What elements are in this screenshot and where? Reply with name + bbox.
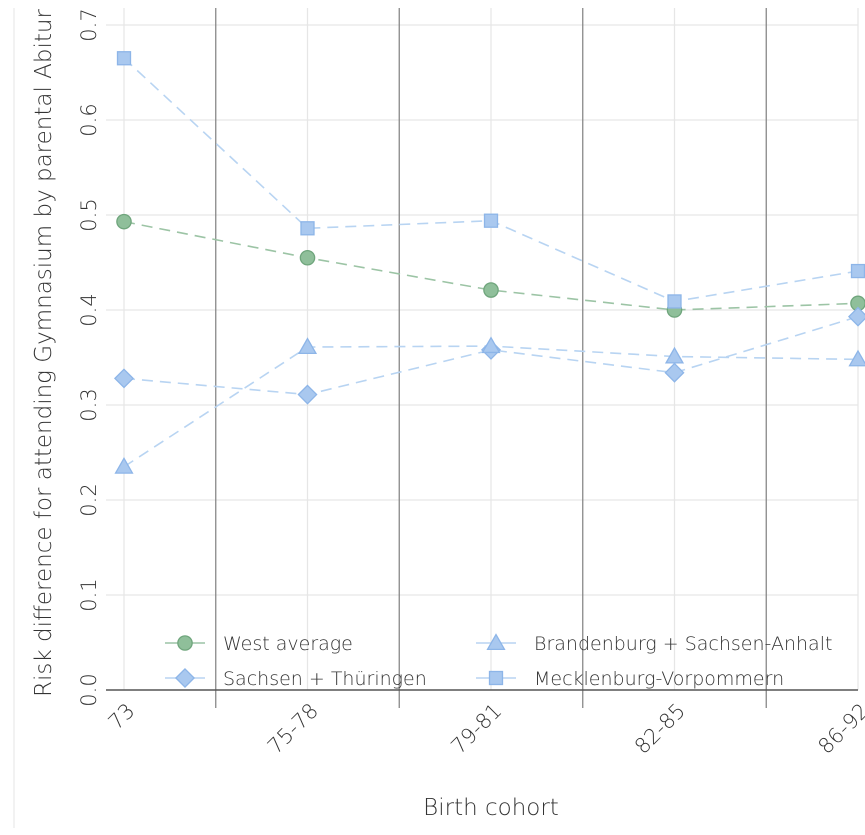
grid <box>106 8 859 708</box>
x-tick-label: 75-78 <box>263 699 323 759</box>
legend-label: Mecklenburg-Vorpommern <box>534 668 784 690</box>
y-tick-label: 0.5 <box>77 198 101 231</box>
data-point-circle <box>116 213 132 230</box>
legend-item: Mecklenburg-Vorpommern <box>476 668 784 690</box>
data-point-triangle <box>297 337 318 355</box>
data-point-square <box>116 51 132 66</box>
data-point-square <box>667 294 682 309</box>
data-point-triangle <box>664 346 685 364</box>
y-tick-label: 0.3 <box>77 388 101 421</box>
legend-marker-triangle <box>486 633 506 650</box>
data-point-triangle <box>848 349 865 367</box>
x-tick-label: 79-81 <box>446 699 506 759</box>
legend-label: Brandenburg + Sachsen-Anhalt <box>534 633 832 655</box>
data-point-triangle <box>481 336 501 354</box>
legend-item: West average <box>165 633 353 655</box>
legend-marker-square <box>488 670 504 686</box>
data-point-circle <box>299 249 316 266</box>
x-tick-label: 73 <box>104 699 140 735</box>
data-point-square <box>300 221 315 236</box>
y-tick-label: 0.0 <box>77 673 101 706</box>
legend-marker-circle <box>177 635 193 651</box>
data-point-diamond <box>113 368 135 389</box>
y-axis-title: Risk difference for attending Gymnasium … <box>31 9 57 697</box>
y-tick-label: 0.4 <box>77 293 101 326</box>
y-tick-label: 0.2 <box>77 483 101 516</box>
x-axis-title: Birth cohort <box>423 795 559 821</box>
x-tick-label: 82-85 <box>630 699 690 759</box>
series-line-1 <box>123 315 859 396</box>
x-tick-label: 86-92 <box>813 699 865 759</box>
data-point-square <box>483 213 499 228</box>
data-point-square <box>850 263 865 279</box>
data-point-triangle <box>114 456 134 474</box>
x-axis-ticks: 73 75-78 79-81 82-85 86-92 <box>104 699 865 759</box>
legend: West average Brandenburg + Sachsen-Anhalt… <box>165 633 832 690</box>
data-point-diamond <box>297 384 318 405</box>
series-line-0 <box>123 220 859 311</box>
data-point-diamond <box>664 362 685 383</box>
y-tick-label: 0.7 <box>77 8 101 41</box>
y-tick-label: 0.1 <box>77 578 101 611</box>
legend-label: West average <box>223 633 353 655</box>
data-point-circle <box>483 282 499 298</box>
y-axis-ticks: 0.0 0.1 0.2 0.3 0.4 0.5 0.6 0.7 <box>77 8 101 706</box>
data-point-diamond <box>847 306 865 327</box>
series-markers <box>113 51 865 474</box>
legend-marker-diamond <box>174 667 196 689</box>
legend-item: Brandenburg + Sachsen-Anhalt <box>476 633 832 655</box>
y-tick-label: 0.6 <box>77 103 101 136</box>
legend-item: Sachsen + Thüringen <box>165 667 427 690</box>
legend-label: Sachsen + Thüringen <box>223 668 427 690</box>
